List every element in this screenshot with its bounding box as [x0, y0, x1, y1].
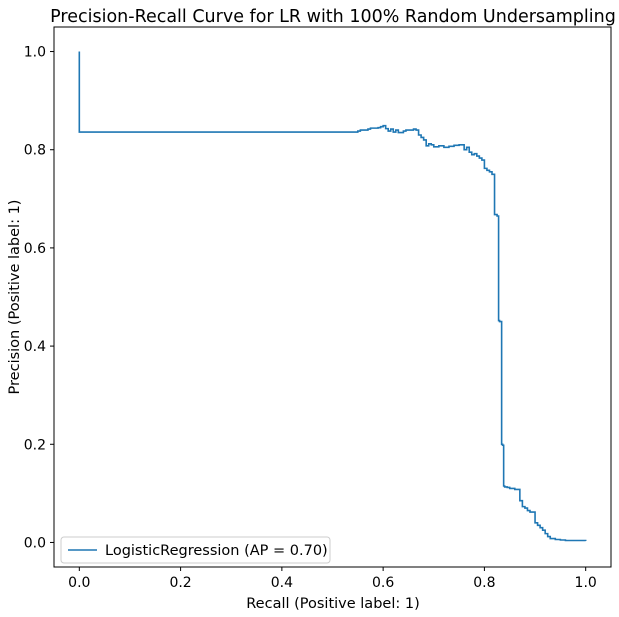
y-tick-label: 0.0	[24, 535, 46, 551]
legend-box	[60, 536, 331, 564]
legend-entry-logisticregression: LogisticRegression (AP = 0.70)	[105, 543, 328, 559]
y-tick-label: 1.0	[24, 45, 46, 61]
x-axis-label: Recall (Positive label: 1)	[246, 596, 419, 612]
y-tick-label: 0.6	[24, 241, 46, 257]
y-axis-ticks: 0.0 0.2 0.4 0.6 0.8 1.0	[24, 45, 54, 551]
plot-area	[54, 27, 611, 567]
y-tick-label: 0.4	[24, 339, 46, 355]
x-tick-label: 1.0	[575, 575, 597, 591]
axes-frame	[53, 26, 612, 568]
chart-title: Precision-Recall Curve for LR with 100% …	[50, 7, 616, 27]
x-tick-label: 0.4	[271, 575, 293, 591]
x-tick-label: 0.8	[473, 575, 495, 591]
x-tick-label: 0.6	[372, 575, 394, 591]
x-tick-label: 0.2	[169, 575, 191, 591]
legend: LogisticRegression (AP = 0.70)	[60, 536, 331, 564]
y-axis-label: Precision (Positive label: 1)	[7, 200, 23, 395]
x-tick-label: 0.0	[68, 575, 90, 591]
y-tick-label: 0.8	[24, 143, 46, 159]
x-axis-ticks: 0.0 0.2 0.4 0.6 0.8 1.0	[68, 567, 597, 591]
series-line-logisticregression	[78, 51, 587, 542]
y-tick-label: 0.2	[24, 437, 46, 453]
